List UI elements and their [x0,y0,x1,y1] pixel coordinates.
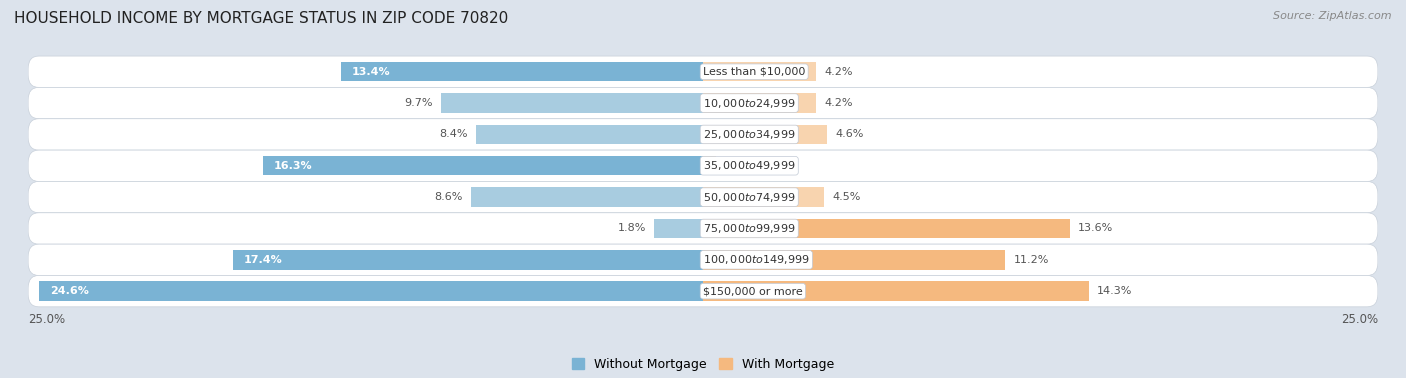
Text: $100,000 to $149,999: $100,000 to $149,999 [703,253,810,266]
Bar [471,187,703,207]
Bar [441,93,703,113]
Bar [703,282,1090,301]
Bar [39,282,703,301]
Text: HOUSEHOLD INCOME BY MORTGAGE STATUS IN ZIP CODE 70820: HOUSEHOLD INCOME BY MORTGAGE STATUS IN Z… [14,11,509,26]
Bar [703,156,716,175]
Bar [703,187,824,207]
Bar [703,93,817,113]
FancyBboxPatch shape [28,213,1378,244]
Bar [233,250,703,270]
Text: $75,000 to $99,999: $75,000 to $99,999 [703,222,796,235]
Text: 13.4%: 13.4% [352,67,391,77]
Text: $150,000 or more: $150,000 or more [703,286,803,296]
Text: 17.4%: 17.4% [245,255,283,265]
FancyBboxPatch shape [28,181,1378,213]
Text: 11.2%: 11.2% [1014,255,1049,265]
Bar [703,250,1005,270]
FancyBboxPatch shape [28,244,1378,276]
Text: 14.3%: 14.3% [1097,286,1132,296]
Text: 0.47%: 0.47% [724,161,759,171]
Bar [703,219,1070,238]
Bar [703,62,817,81]
Text: 13.6%: 13.6% [1078,223,1114,234]
Text: 4.2%: 4.2% [824,67,853,77]
FancyBboxPatch shape [28,276,1378,307]
Bar [477,125,703,144]
Text: Less than $10,000: Less than $10,000 [703,67,806,77]
Bar [342,62,703,81]
Bar [703,125,827,144]
Text: 24.6%: 24.6% [49,286,89,296]
FancyBboxPatch shape [28,150,1378,181]
Text: 8.6%: 8.6% [434,192,463,202]
Text: 8.4%: 8.4% [440,129,468,139]
FancyBboxPatch shape [28,119,1378,150]
Text: 25.0%: 25.0% [28,313,65,326]
Text: $50,000 to $74,999: $50,000 to $74,999 [703,191,796,204]
FancyBboxPatch shape [28,56,1378,87]
Legend: Without Mortgage, With Mortgage: Without Mortgage, With Mortgage [567,353,839,376]
Text: 25.0%: 25.0% [1341,313,1378,326]
Text: Source: ZipAtlas.com: Source: ZipAtlas.com [1274,11,1392,21]
Text: 4.2%: 4.2% [824,98,853,108]
Text: 16.3%: 16.3% [274,161,312,171]
Bar [654,219,703,238]
Bar [263,156,703,175]
Text: $25,000 to $34,999: $25,000 to $34,999 [703,128,796,141]
Text: 4.5%: 4.5% [832,192,860,202]
Text: 1.8%: 1.8% [617,223,647,234]
Text: 9.7%: 9.7% [405,98,433,108]
Text: $10,000 to $24,999: $10,000 to $24,999 [703,96,796,110]
FancyBboxPatch shape [28,87,1378,119]
Text: 4.6%: 4.6% [835,129,863,139]
Text: $35,000 to $49,999: $35,000 to $49,999 [703,159,796,172]
